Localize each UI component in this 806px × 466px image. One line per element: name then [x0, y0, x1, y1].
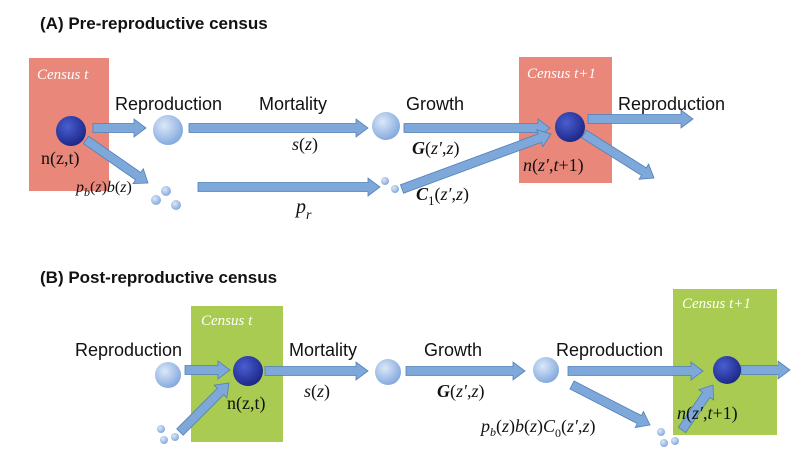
label-C1: C1(z′,z) [416, 184, 469, 208]
arrow-b6 [740, 360, 791, 380]
panel-b-arrows [176, 360, 791, 436]
census-t1-label: Census t+1 [527, 66, 596, 82]
arrow-shape [197, 177, 381, 197]
population-dot-t [56, 116, 86, 146]
arrow-shape [569, 380, 651, 429]
arrow-shape [677, 384, 715, 434]
stage-growth: Growth [424, 340, 482, 360]
panel-a-arrows [82, 109, 694, 197]
population-dot-t [233, 356, 263, 386]
arrow-b7 [569, 380, 651, 429]
stage-mortality: Mortality [259, 94, 327, 114]
label-pb-bz: pb(z)b(z) [75, 179, 132, 199]
arrow-shape [264, 361, 369, 381]
arrow-b8 [677, 384, 715, 434]
population-dot-t1 [555, 112, 585, 142]
arrow-a7 [399, 129, 552, 194]
arrow-a6 [197, 177, 381, 197]
offspring-dot [660, 439, 668, 447]
arrow-a5 [82, 135, 149, 184]
stage-reproduction: Reproduction [75, 340, 182, 360]
census-t-label: Census t [37, 67, 89, 83]
stage-mortality: Mortality [289, 340, 357, 360]
panel-a-heading: (A) Pre-reproductive census [40, 14, 268, 33]
stage-reproduction-2: Reproduction [556, 340, 663, 360]
offspring-dot [160, 436, 168, 444]
recruit-dot [391, 185, 399, 193]
population-dot-t1 [713, 356, 741, 384]
arrow-shape [82, 135, 149, 184]
arrow-shape [176, 382, 230, 436]
offspring-dot [171, 433, 179, 441]
label-G: G(z′,z) [412, 138, 459, 159]
label-n-next: n(z′,t+1) [677, 403, 738, 424]
label-n-zt: n(z,t) [227, 393, 265, 414]
arrow-b3 [264, 361, 369, 381]
arrow-shape [92, 118, 147, 138]
arrow-a4 [587, 109, 694, 129]
surviving-dot [375, 359, 401, 385]
offspring-dot [151, 195, 161, 205]
label-p-r: pr [294, 196, 312, 223]
panel-b: (B) Post-reproductive census Census t Ce… [40, 268, 791, 447]
stage-reproduction: Reproduction [115, 94, 222, 114]
stage-growth: Growth [406, 94, 464, 114]
label-n-next: n(z′,t+1) [523, 155, 584, 176]
offspring-dot [161, 186, 171, 196]
label-G: G(z′,z) [437, 381, 484, 402]
census-t1-label: Census t+1 [682, 296, 751, 312]
offspring-dot [657, 428, 665, 436]
grown-dot [533, 357, 559, 383]
offspring-dot [157, 425, 165, 433]
arrow-b5 [567, 361, 704, 381]
recruit-dot [381, 177, 389, 185]
arrow-shape [188, 118, 369, 138]
label-s-z: s(z) [304, 381, 330, 402]
label-n-zt: n(z,t) [41, 148, 79, 169]
offspring-dot [171, 200, 181, 210]
arrow-b4 [405, 361, 526, 381]
arrow-shape [399, 129, 552, 194]
surviving-dot [372, 112, 400, 140]
arrow-shape [581, 129, 655, 180]
arrow-b1 [184, 360, 231, 380]
offspring-dot [671, 437, 679, 445]
panel-b-heading: (B) Post-reproductive census [40, 268, 277, 287]
arrow-shape [740, 360, 791, 380]
census-t-label: Census t [201, 313, 253, 329]
arrow-shape [567, 361, 704, 381]
arrow-a2 [188, 118, 369, 138]
reproducing-dot [155, 362, 181, 388]
label-s-z: s(z) [292, 134, 318, 155]
arrow-shape [587, 109, 694, 129]
arrow-a8 [581, 129, 655, 180]
panel-a: (A) Pre-reproductive census Census t Cen… [29, 14, 725, 223]
arrow-shape [405, 361, 526, 381]
stage-reproduction-2: Reproduction [618, 94, 725, 114]
arrow-a1 [92, 118, 147, 138]
arrow-b2 [176, 382, 230, 436]
label-pb-bz-C0: pb(z)b(z)C0(z′,z) [479, 416, 596, 440]
reproducing-dot [153, 115, 183, 145]
arrow-shape [184, 360, 231, 380]
